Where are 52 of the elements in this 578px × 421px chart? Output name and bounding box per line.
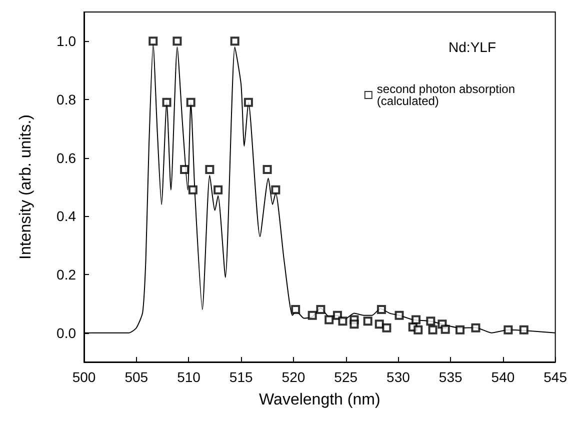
x-tick-label: 525 — [334, 369, 358, 385]
point — [148, 36, 158, 46]
point — [456, 325, 465, 334]
x-tick-label: 545 — [544, 369, 568, 385]
point — [412, 315, 421, 324]
point — [428, 325, 438, 334]
y-tick-label: 0.4 — [56, 208, 76, 224]
point — [180, 165, 190, 174]
y-axis-title: Intensity (arb. units.) — [18, 114, 34, 260]
x-tick-label: 535 — [438, 369, 462, 385]
point — [172, 36, 182, 46]
point — [230, 36, 240, 46]
x-tick-label: 530 — [386, 369, 410, 385]
x-tick-label: 540 — [491, 369, 515, 385]
point — [350, 320, 359, 329]
point — [414, 325, 423, 334]
y-tick-label: 0.0 — [56, 324, 76, 341]
point — [308, 310, 317, 320]
point — [205, 165, 214, 174]
y-tick-label: 0.8 — [56, 92, 76, 108]
point — [214, 185, 223, 194]
point — [162, 98, 172, 107]
x-tick-label: 515 — [229, 369, 253, 385]
point — [374, 320, 384, 329]
point — [186, 98, 196, 107]
point — [426, 316, 436, 326]
point — [291, 305, 300, 314]
point — [324, 315, 334, 324]
y-tick-label: 0.6 — [56, 150, 76, 166]
point — [316, 305, 326, 314]
point — [338, 316, 348, 326]
point — [271, 185, 280, 194]
annotation: Nd:YLF — [448, 39, 496, 55]
point — [440, 324, 450, 334]
point — [244, 98, 253, 107]
legend-label: second photon absorption (calculated) — [376, 82, 516, 108]
x-tick-label: 510 — [177, 369, 201, 385]
x-tick-label: 505 — [124, 369, 148, 385]
point — [188, 185, 198, 194]
point — [262, 165, 272, 174]
point — [376, 305, 386, 314]
point — [382, 323, 392, 332]
x-axis-title: Wavelength (nm) — [259, 392, 380, 408]
point — [519, 325, 528, 334]
x-tick-label: 520 — [282, 369, 306, 385]
point — [363, 316, 372, 326]
point — [471, 323, 480, 332]
x-tick-label: 500 — [72, 369, 96, 385]
point — [394, 310, 404, 320]
y-tick-label: 0.2 — [56, 266, 76, 282]
point — [504, 325, 513, 334]
y-tick-label: 1.0 — [56, 33, 76, 50]
